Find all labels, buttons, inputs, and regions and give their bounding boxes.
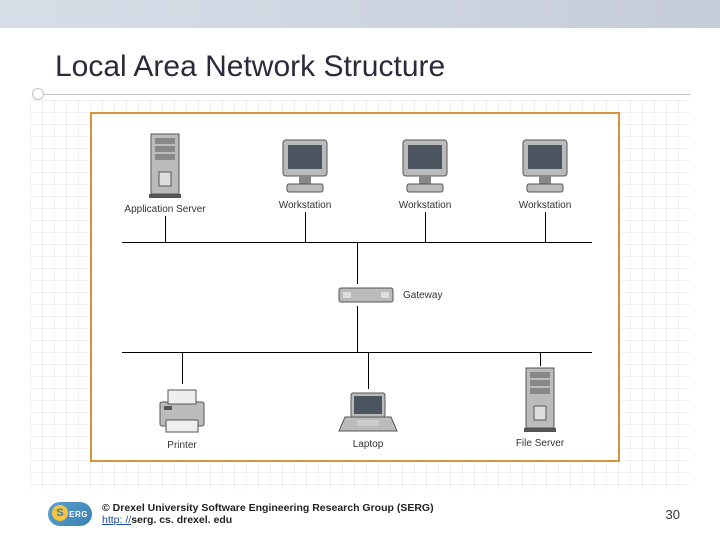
title-underline [35, 94, 690, 95]
drop-file-server [540, 352, 541, 366]
title-bullet-icon [32, 88, 44, 100]
server-tower-icon [147, 132, 183, 200]
gateway-box-icon [337, 284, 395, 306]
drop-ws2 [425, 212, 426, 242]
node-label-gateway: Gateway [403, 290, 442, 301]
footer-url-scheme[interactable]: http: // [102, 514, 131, 526]
node-label-file-server: File Server [516, 438, 564, 449]
slide-top-bar [0, 0, 720, 28]
monitor-icon [517, 136, 573, 196]
network-diagram-frame: Application Server Workstation Workstati… [90, 112, 620, 462]
server-tower-icon [522, 366, 558, 434]
slide-footer: S ERG © Drexel University Software Engin… [48, 502, 690, 526]
node-file-server: File Server [522, 366, 558, 449]
drop-ws3 [545, 212, 546, 242]
monitor-icon [397, 136, 453, 196]
network-diagram: Application Server Workstation Workstati… [92, 114, 618, 460]
node-ws3: Workstation [517, 136, 573, 211]
footer-url-rest: serg. cs. drexel. edu [131, 514, 232, 526]
node-ws2: Workstation [397, 136, 453, 211]
page-number: 30 [666, 507, 680, 522]
node-laptop: Laptop [337, 389, 399, 450]
serg-logo-text: ERG [69, 510, 88, 519]
printer-icon [152, 384, 212, 436]
drop-printer [182, 352, 183, 384]
node-app-server: Application Server [147, 132, 183, 215]
monitor-icon [277, 136, 333, 196]
node-label-ws3: Workstation [519, 200, 572, 211]
drop-laptop [368, 352, 369, 389]
node-label-laptop: Laptop [353, 439, 384, 450]
drop-ws1 [305, 212, 306, 242]
node-label-app-server: Application Server [124, 204, 205, 215]
laptop-icon [337, 389, 399, 435]
node-ws1: Workstation [277, 136, 333, 211]
gateway-link-bottom [357, 306, 358, 352]
bus-bottom [122, 352, 592, 353]
node-label-ws2: Workstation [399, 200, 452, 211]
slide-title: Local Area Network Structure [55, 50, 445, 84]
node-label-printer: Printer [167, 440, 196, 451]
copyright-text: © Drexel University Software Engineering… [102, 502, 434, 514]
footer-text: © Drexel University Software Engineering… [102, 502, 434, 526]
serg-logo: S ERG [48, 502, 92, 526]
node-gateway: Gateway [337, 284, 442, 306]
node-printer: Printer [152, 384, 212, 451]
serg-logo-s-icon: S [52, 505, 68, 521]
gateway-link-top [357, 242, 358, 284]
drop-app-server [165, 216, 166, 242]
node-label-ws1: Workstation [279, 200, 332, 211]
